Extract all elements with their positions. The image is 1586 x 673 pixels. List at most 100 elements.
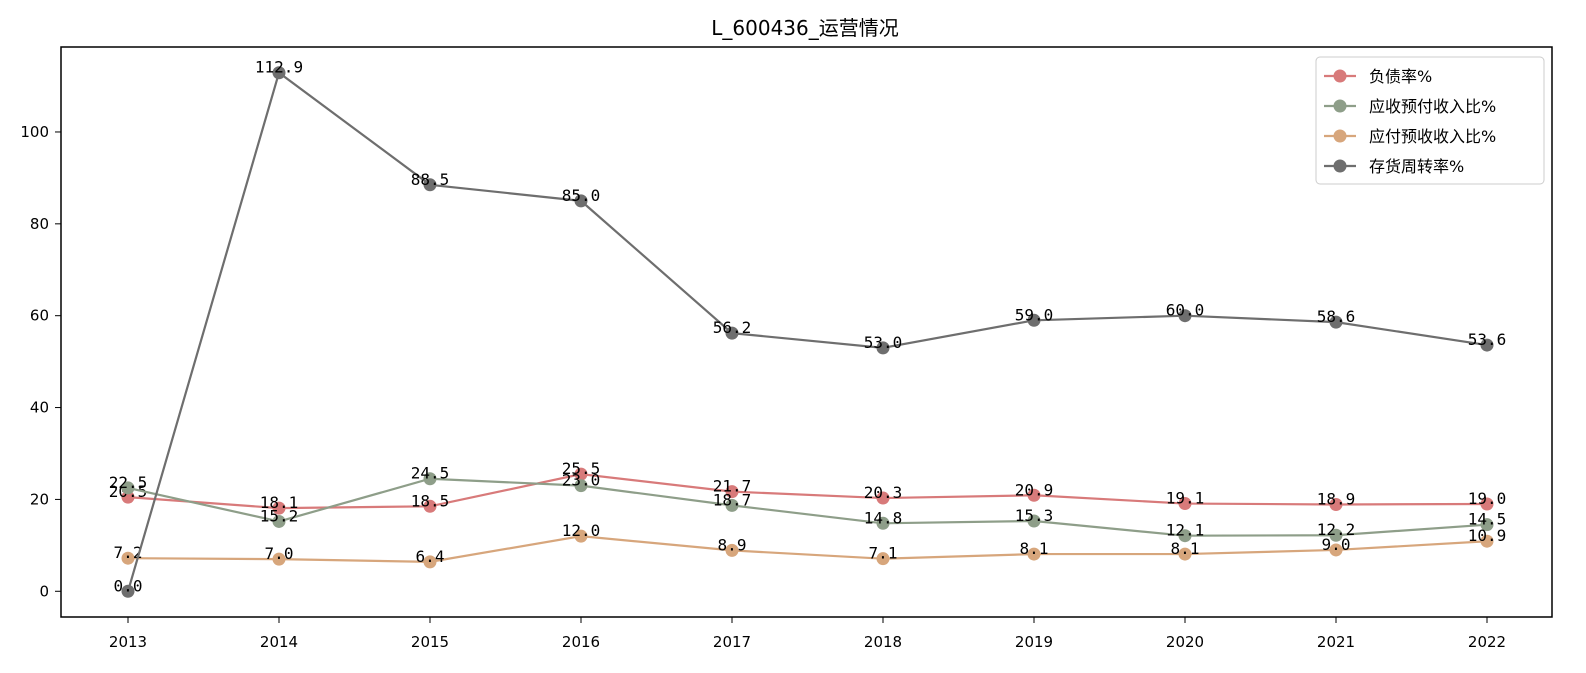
data-point (1329, 497, 1343, 511)
data-label: 20.9 (1015, 480, 1054, 499)
data-label: 112.9 (255, 58, 303, 77)
chart-title: L_600436_运营情况 (711, 16, 899, 40)
data-point (725, 485, 739, 499)
data-point (1178, 309, 1192, 323)
data-point (876, 552, 890, 566)
data-label: 19.0 (1468, 489, 1507, 508)
data-label: 8.1 (1171, 539, 1200, 558)
legend-box (1315, 56, 1545, 185)
data-label: 18.7 (713, 490, 752, 509)
legend-marker (1333, 69, 1347, 83)
legend-entry: 应付预收收入比% (1324, 127, 1496, 146)
y-tick-label: 80 (30, 215, 49, 233)
series-3: 7.2 7.0 6.4 12.0 8.9 7.1 8.1 8.1 9.0 10.9 (114, 521, 1507, 569)
series-layer: 20.518.118.525.521.720.320.919.118.919.0… (109, 58, 1507, 598)
data-point (574, 194, 588, 208)
x-tick-label: 2013 (109, 633, 147, 651)
data-label: 9.0 (1322, 535, 1351, 554)
series-1: 20.518.118.525.521.720.320.919.118.919.0 (109, 459, 1507, 515)
y-tick-label: 100 (20, 123, 49, 141)
data-point (1178, 529, 1192, 543)
data-point (1480, 338, 1494, 352)
x-tick-label: 2022 (1468, 633, 1506, 651)
legend-entry: 负债率% (1324, 67, 1432, 86)
data-label: 88.5 (411, 170, 450, 189)
data-label: 23.0 (562, 471, 601, 490)
data-label: 7.2 (114, 543, 143, 562)
data-label: 56.2 (713, 318, 752, 337)
data-point (574, 529, 588, 543)
data-label: 7.1 (869, 544, 898, 563)
data-point (1027, 547, 1041, 561)
data-point (272, 501, 286, 515)
data-point (423, 472, 437, 486)
x-tick-label: 2015 (411, 633, 449, 651)
data-point (1329, 543, 1343, 557)
data-label: 21.7 (713, 477, 752, 496)
data-label: 8.1 (1020, 539, 1049, 558)
data-point (423, 555, 437, 569)
series-line (127, 535, 1488, 563)
data-point (876, 491, 890, 505)
plot-frame (60, 46, 1553, 618)
data-point (1480, 518, 1494, 532)
legend-label: 负债率% (1369, 67, 1432, 86)
legend-marker (1333, 159, 1347, 173)
x-tick-label: 2020 (1166, 633, 1204, 651)
data-label: 58.6 (1317, 307, 1356, 326)
data-point (423, 499, 437, 513)
data-point (1329, 315, 1343, 329)
data-label: 7.0 (265, 544, 294, 563)
legend-marker (1333, 99, 1347, 113)
data-label: 19.1 (1166, 489, 1205, 508)
data-point (121, 551, 135, 565)
data-point (121, 584, 135, 598)
data-point (725, 543, 739, 557)
data-label: 0.0 (114, 576, 143, 595)
data-point (121, 490, 135, 504)
series-line (127, 477, 1488, 537)
data-label: 60.0 (1166, 301, 1205, 320)
y-tick-label: 40 (30, 399, 49, 417)
data-label: 15.2 (260, 506, 299, 525)
data-point (1480, 497, 1494, 511)
data-label: 15.3 (1015, 506, 1054, 525)
legend: 负债率% 应收预付收入比% 应付预收收入比% 存货周转率% (1315, 56, 1545, 185)
y-tick-label: 20 (30, 490, 49, 508)
data-point (1178, 547, 1192, 561)
data-label: 18.5 (411, 491, 450, 510)
data-point (1329, 528, 1343, 542)
series-2: 22.5 15.2 24.5 23.0 18.7 14.8 15.3 12.1 12.2 14.5 (109, 464, 1506, 543)
legend-label: 存货周转率% (1369, 157, 1464, 176)
x-tick-label: 2016 (562, 633, 600, 651)
x-tick-label: 2014 (260, 633, 298, 651)
legend-entry: 应收预付收入比% (1324, 97, 1496, 116)
data-point (121, 481, 135, 495)
x-tick-label: 2017 (713, 633, 751, 651)
data-point (876, 516, 890, 530)
data-label: 12.2 (1317, 520, 1356, 539)
data-point (574, 467, 588, 481)
data-label: 24.5 (411, 464, 450, 483)
data-label: 25.5 (562, 459, 601, 478)
data-label: 53.6 (1468, 330, 1507, 349)
data-point (272, 66, 286, 80)
legend-marker (1333, 129, 1347, 143)
series-line (126, 70, 1488, 592)
data-label: 12.0 (562, 521, 601, 540)
data-point (1178, 497, 1192, 511)
data-label: 6.4 (416, 547, 445, 566)
data-label: 10.9 (1468, 526, 1507, 545)
data-point (574, 479, 588, 493)
legend-entry: 存货周转率% (1324, 157, 1464, 176)
data-point (272, 514, 286, 528)
data-point (1480, 534, 1494, 548)
x-axis: 2013 2014 2015 2016 2017 2018 2019 2020 2021 2022 (109, 617, 1506, 651)
data-label: 18.1 (260, 493, 299, 512)
data-point (725, 498, 739, 512)
data-point (1027, 488, 1041, 502)
data-point (423, 178, 437, 192)
x-tick-label: 2021 (1317, 633, 1355, 651)
data-point (1027, 313, 1041, 327)
